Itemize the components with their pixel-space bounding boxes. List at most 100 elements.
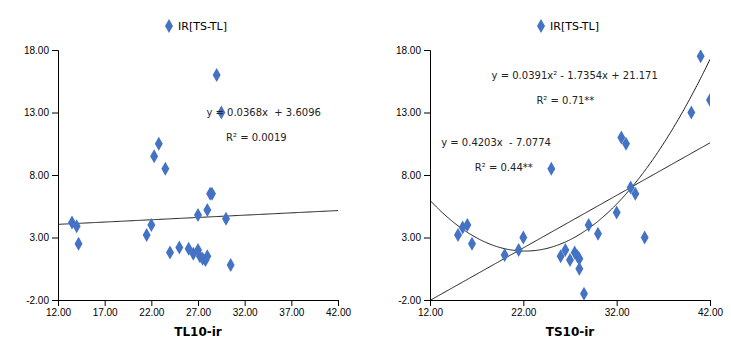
tick: -2.00 — [26, 295, 58, 306]
tick-mark — [424, 113, 430, 114]
tick-label: 42.00 — [698, 307, 723, 318]
point — [73, 219, 81, 233]
point — [697, 50, 705, 63]
tick: 8.00 — [30, 170, 58, 181]
tick: 27.00 — [186, 300, 211, 318]
point — [213, 68, 221, 82]
tick-mark — [52, 113, 58, 114]
x-axis: 12.0022.0032.0042.00 — [418, 300, 723, 318]
tick-label: 3.00 — [30, 232, 50, 243]
tick-label: 32.00 — [233, 307, 258, 318]
point — [687, 106, 695, 120]
tick-label: 13.00 — [396, 107, 421, 118]
tick-label: 8.00 — [402, 170, 422, 181]
point — [203, 249, 211, 263]
plot-area — [58, 68, 338, 272]
tick-mark — [198, 300, 199, 306]
point — [194, 208, 202, 222]
tick: 17.00 — [93, 300, 118, 318]
tick-mark — [105, 300, 106, 306]
tick-mark — [52, 50, 58, 51]
tick: 12.00 — [46, 300, 71, 318]
annotation: R² = 0.71** — [536, 95, 594, 106]
point — [208, 187, 216, 201]
tick: 3.00 — [30, 232, 58, 243]
tick-label: 37.00 — [279, 307, 304, 318]
tick-label: 12.00 — [418, 307, 443, 318]
point — [515, 243, 523, 257]
point — [706, 93, 710, 107]
tick-label: 22.00 — [511, 307, 536, 318]
tick: 18.00 — [396, 45, 430, 56]
tick: 13.00 — [396, 107, 430, 118]
tick: 8.00 — [402, 170, 430, 181]
series — [68, 68, 235, 272]
annotation: R² = 0.44** — [475, 162, 533, 173]
plot-area — [430, 50, 710, 300]
legend: IR[TS-TL] — [537, 19, 599, 33]
tick-mark — [291, 300, 292, 306]
tick: 22.00 — [139, 300, 164, 318]
legend-symbol — [537, 19, 545, 33]
chart-canvas: 12.00 17.00 22.00 27.00 32.00 37.00 42.00 -2.00… — [0, 0, 731, 352]
legend-item: IR[TS-TL] — [165, 19, 227, 33]
annotation: y = 0.0368x + 3.6096 — [206, 107, 320, 118]
legend-item: IR[TS-TL] — [537, 19, 599, 33]
tick-label: 18.00 — [396, 45, 421, 56]
y-axis: -2.003.008.0013.0018.00 — [24, 45, 59, 306]
tick: 32.00 — [233, 300, 258, 318]
point — [227, 258, 235, 272]
tick-mark — [424, 175, 430, 176]
point — [463, 218, 471, 232]
point — [143, 228, 151, 242]
point — [585, 218, 593, 232]
trend-line — [430, 143, 710, 300]
tick-label: 18.00 — [24, 45, 49, 56]
point — [150, 149, 158, 163]
point — [75, 237, 83, 251]
tick-mark — [424, 300, 430, 301]
x-axis: 12.00 17.00 22.00 27.00 32.00 37.00 42.00 — [46, 300, 351, 318]
point — [203, 203, 211, 217]
tick-label: 42.00 — [326, 307, 351, 318]
point — [580, 287, 588, 300]
axis-line — [431, 301, 711, 307]
y-axis: -2.00 3.00 8.00 13.00 18.00 — [396, 45, 431, 306]
point — [155, 137, 163, 151]
legend-label: IR[TS-TL] — [550, 20, 599, 33]
tick: 22.00 — [511, 300, 536, 318]
tick: -2.00 — [398, 295, 430, 306]
x-axis-label: TL10-ir — [174, 325, 222, 339]
tick: 18.00 — [24, 45, 58, 56]
point — [622, 137, 630, 151]
tick: 3.00 — [402, 232, 430, 243]
legend: IR[TS-TL] — [165, 19, 227, 33]
tick-label: 27.00 — [186, 307, 211, 318]
tick-mark — [52, 300, 58, 301]
panel: 12.0022.0032.0042.00-2.003.008.0013.0018… — [396, 19, 723, 339]
tick-label: -2.00 — [26, 295, 49, 306]
tick-mark — [338, 300, 339, 306]
annotation: R² = 0.0019 — [226, 132, 287, 143]
point — [161, 162, 169, 176]
point — [631, 187, 639, 201]
point — [501, 248, 509, 262]
tick-mark — [245, 300, 246, 306]
tick-mark — [424, 238, 430, 239]
annotation: y = 0.4203x - 7.0774 — [441, 137, 551, 148]
tick: 12.00 — [418, 300, 443, 318]
point — [575, 262, 583, 276]
tick-label: 3.00 — [402, 232, 422, 243]
tick: 42.00 — [326, 300, 351, 318]
point — [222, 212, 230, 226]
point — [147, 218, 155, 232]
axis-line — [424, 51, 431, 301]
axis-line — [52, 51, 59, 301]
point — [166, 246, 174, 260]
tick-mark — [617, 300, 618, 306]
tick-mark — [523, 300, 524, 306]
tick-mark — [52, 238, 58, 239]
point — [175, 241, 183, 255]
series — [454, 50, 710, 300]
axis-line — [59, 301, 339, 307]
